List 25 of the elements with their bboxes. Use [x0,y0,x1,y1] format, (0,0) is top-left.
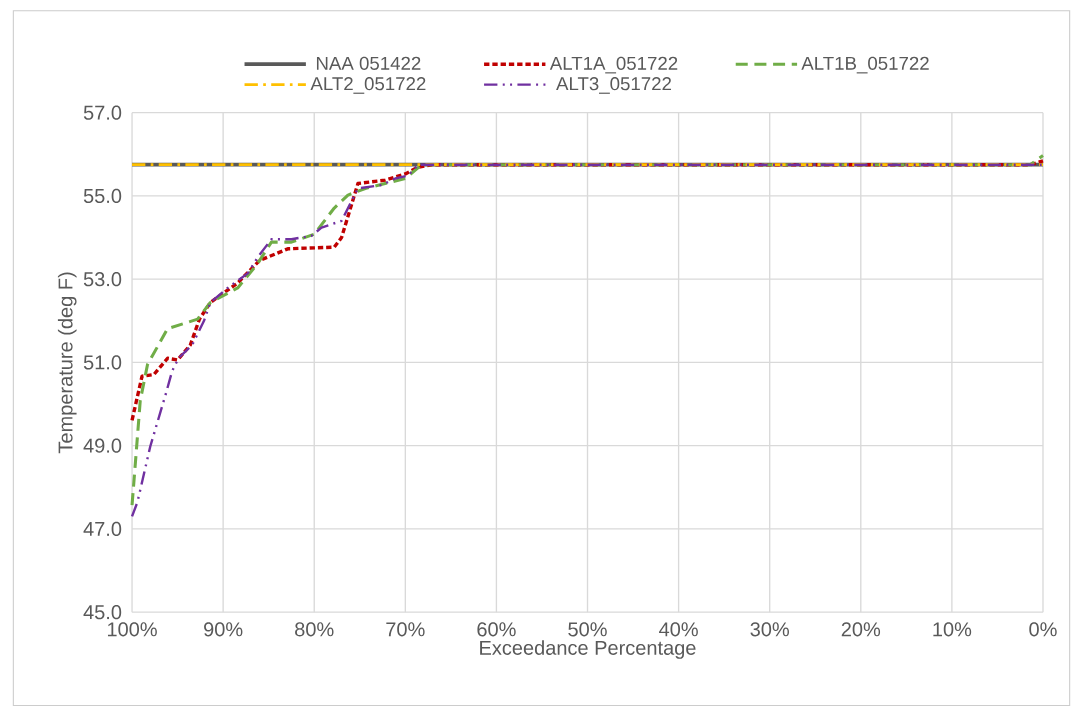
x-tick-label: 100% [107,622,157,637]
x-tick-label: 90% [204,622,243,637]
x-tick-label: 60% [477,622,516,637]
x-tick-label: 10% [933,622,972,637]
legend-label: ALT1B_051722 [801,56,929,74]
y-tick-label: 53.0 [83,272,122,287]
legend-label: ALT1A_051722 [549,56,678,74]
x-tick-label: 80% [295,622,334,637]
x-tick-label: 40% [659,622,698,637]
y-tick-label: 45.0 [83,605,122,620]
y-tick-label: 55.0 [83,188,122,204]
y-tick-label: 49.0 [83,438,122,453]
legend-label: NAA 051422 [316,56,421,70]
legend-label: ALT2_051722 [310,77,426,94]
y-tick-label: 51.0 [83,355,122,370]
y-tick-label: 47.0 [83,521,122,537]
legend-label: ALT3_051722 [556,77,672,94]
x-tick-label: 30% [750,622,789,637]
x-axis-title: Exceedance Percentage [480,640,696,659]
x-tick-label: 70% [386,622,425,637]
x-tick-label: 50% [568,622,607,637]
x-tick-label: 0% [1029,622,1057,637]
y-tick-label: 57.0 [83,105,122,120]
y-axis-title: Temperature (deg F) [57,272,77,454]
x-tick-label: 20% [841,622,881,637]
